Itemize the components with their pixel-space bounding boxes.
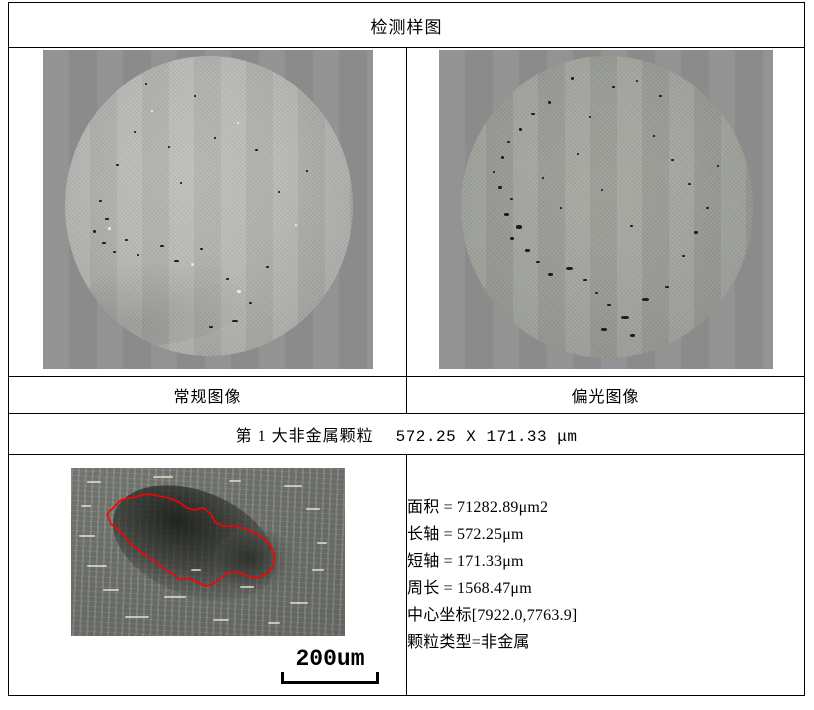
particle-outline-trace: [105, 493, 276, 587]
particle-measurements-cell: 面积 = 71282.89μm2 长轴 = 572.25μm 短轴 = 171.…: [406, 454, 805, 696]
scan-bands: [64, 56, 353, 356]
caption-normal-image: 常规图像: [8, 376, 407, 414]
particle-specks: [65, 56, 353, 356]
measurement-list: 面积 = 71282.89μm2 长轴 = 572.25μm 短轴 = 171.…: [407, 494, 804, 656]
measurement-center-coordinates: 中心坐标[7922.0,7763.9]: [407, 607, 578, 624]
particle-specks: [461, 56, 753, 358]
measurement-particle-type: 颗粒类型=非金属: [407, 634, 530, 651]
normal-image-cell: [8, 47, 407, 377]
wafer-image-row: [8, 47, 805, 377]
wafer-disc: [64, 56, 353, 356]
particle-header-row: 第 1 大非金属颗粒 572.25 X 171.33 μm: [8, 413, 805, 455]
page-title: 检测样图: [8, 2, 805, 48]
scale-bar: 200um: [266, 645, 394, 685]
normal-light-wafer-image: [42, 50, 373, 369]
measurement-minor-axis: 短轴 = 171.33μm: [407, 553, 524, 570]
caption-polarized-image: 偏光图像: [406, 376, 805, 414]
polarized-light-wafer-image: [438, 50, 773, 369]
particle-rank-label: 第 1 大非金属颗粒: [235, 428, 374, 445]
inspection-report-table: 检测样图: [8, 2, 805, 696]
particle-photo-cell: 200um: [8, 454, 407, 696]
measurement-area: 面积 = 71282.89μm2: [407, 499, 549, 516]
measurement-major-axis: 长轴 = 572.25μm: [407, 526, 524, 543]
scale-bar-label: 200um: [295, 645, 365, 672]
title-row: 检测样图: [8, 2, 805, 48]
background-flecks: [71, 468, 345, 636]
polarized-image-cell: [406, 47, 805, 377]
particle-header: 第 1 大非金属颗粒 572.25 X 171.33 μm: [8, 413, 805, 455]
particle-dimensions: 572.25 X 171.33 μm: [395, 428, 578, 446]
particle-detail-row: 200um 面积 = 71282.89μm2 长轴 = 572.25μm 短轴 …: [8, 454, 805, 696]
measurement-perimeter: 周长 = 1568.47μm: [407, 580, 532, 597]
wafer-disc: [460, 56, 753, 358]
particle-lobe: [212, 528, 296, 596]
particle-micrograph: [70, 467, 345, 636]
membrane-weave-texture: [460, 56, 753, 358]
membrane-weave-texture: [64, 56, 353, 356]
scale-bar-ruler: [281, 672, 379, 685]
scan-bands: [460, 56, 753, 358]
caption-row: 常规图像 偏光图像: [8, 376, 805, 414]
